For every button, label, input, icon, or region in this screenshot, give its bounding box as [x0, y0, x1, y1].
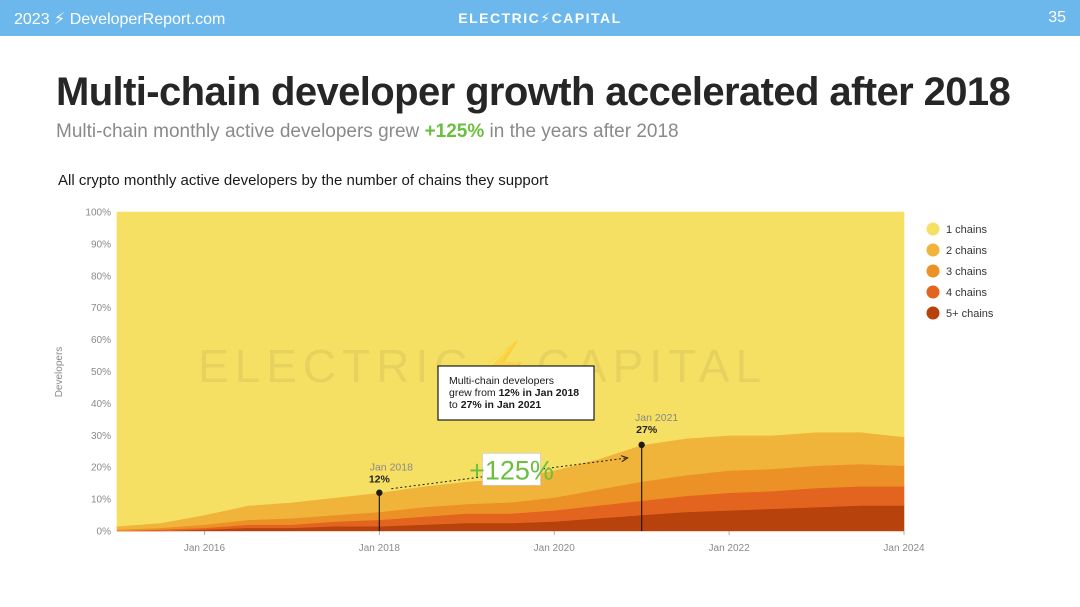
x-tick-label: Jan 2024	[883, 543, 925, 554]
callout-span: grew from	[449, 387, 499, 399]
y-tick-label: 0%	[97, 527, 112, 538]
annotation-value-2021: 27%	[636, 424, 658, 436]
marker-point-2021	[638, 441, 645, 449]
growth-arrow-head	[620, 455, 629, 463]
legend-label: 1 chains	[946, 224, 987, 236]
legend-label: 3 chains	[946, 266, 987, 278]
legend-swatch	[926, 264, 940, 278]
x-tick-label: Jan 2020	[534, 543, 576, 554]
y-tick-label: 90%	[91, 239, 111, 250]
y-axis-label: Developers	[54, 347, 65, 398]
y-tick-label: 60%	[91, 335, 111, 346]
legend-label: 5+ chains	[946, 308, 994, 320]
x-tick-label: Jan 2018	[359, 543, 401, 554]
callout-bold-span: 12% in Jan 2018	[499, 387, 580, 399]
legend-swatch	[926, 222, 940, 236]
callout-bold-span: 27% in Jan 2021	[461, 399, 542, 411]
slide-subtitle: Multi-chain monthly active developers gr…	[56, 121, 679, 143]
chart-title: All crypto monthly active developers by …	[58, 172, 549, 189]
growth-arrow-line	[391, 457, 628, 490]
growth-label: +125%	[469, 455, 554, 485]
callout-line: to 27% in Jan 2021	[449, 399, 541, 411]
brand-logo: ELECTRIC⚡CAPITAL	[458, 10, 622, 26]
y-tick-label: 80%	[91, 271, 111, 282]
callout-span: to	[449, 399, 461, 411]
annotation-date-2021: Jan 2021	[635, 412, 678, 424]
callout-line: grew from 12% in Jan 2018	[449, 387, 579, 399]
subtitle-highlight: +125%	[424, 121, 485, 142]
legend-swatch	[926, 285, 940, 299]
callout-box	[437, 365, 595, 421]
y-tick-label: 70%	[91, 303, 111, 314]
legend-label: 4 chains	[946, 287, 987, 299]
y-tick-label: 30%	[91, 431, 111, 442]
slide-title: Multi-chain developer growth accelerated…	[56, 70, 1011, 114]
annotation-value-2018: 12%	[369, 474, 391, 486]
y-tick-label: 50%	[91, 367, 111, 378]
y-tick-label: 20%	[91, 463, 111, 474]
marker-point-2018	[376, 489, 383, 496]
subtitle-text-before: Multi-chain monthly active developers gr…	[56, 121, 425, 142]
legend-swatch	[926, 306, 940, 320]
y-tick-label: 10%	[91, 495, 111, 506]
x-tick-label: Jan 2022	[709, 543, 751, 554]
subtitle-text-after: in the years after 2018	[484, 121, 679, 142]
annotation-date-2018: Jan 2018	[370, 462, 413, 474]
legend-label: 2 chains	[946, 245, 987, 257]
legend-swatch	[926, 243, 940, 257]
x-tick-label: Jan 2016	[184, 543, 226, 554]
y-tick-label: 100%	[85, 208, 111, 219]
page-number: 35	[1048, 9, 1066, 26]
top-bar: 2023 ⚡ DeveloperReport.com ELECTRIC⚡CAPI…	[0, 0, 1080, 36]
callout-span: Multi-chain developers	[449, 375, 554, 387]
report-url: 2023 ⚡ DeveloperReport.com	[14, 11, 226, 28]
y-tick-label: 40%	[91, 399, 111, 410]
growth-label-box	[482, 452, 541, 486]
callout-line: Multi-chain developers	[449, 375, 554, 387]
